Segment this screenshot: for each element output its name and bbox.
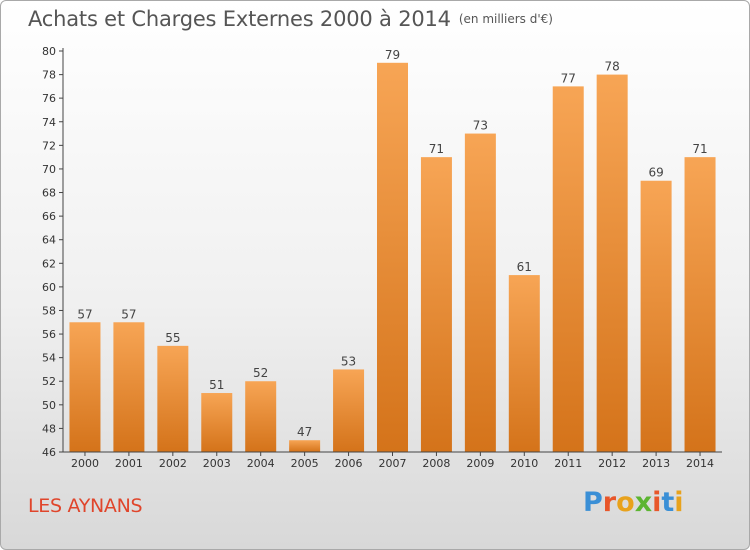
y-tick-label: 54 — [42, 352, 56, 365]
y-tick-label: 64 — [42, 234, 56, 247]
bar — [201, 393, 233, 452]
chart-title: Achats et Charges Externes 2000 à 2014 — [28, 7, 451, 31]
bar — [69, 322, 101, 452]
x-tick-label: 2006 — [335, 457, 363, 470]
logo-letter: r — [602, 487, 617, 518]
bar — [113, 322, 145, 452]
data-label: 47 — [297, 425, 312, 439]
bar — [640, 180, 672, 452]
data-label: 52 — [253, 366, 268, 380]
logo-letter: o — [616, 487, 635, 518]
x-tick-label: 2013 — [642, 457, 670, 470]
data-label: 69 — [648, 166, 663, 180]
data-label: 71 — [429, 142, 444, 156]
logo-letter: i — [674, 487, 684, 518]
data-label: 53 — [341, 354, 356, 368]
data-label: 57 — [77, 307, 92, 321]
y-tick-label: 66 — [42, 210, 56, 223]
bars-group — [69, 62, 716, 453]
bar — [333, 369, 365, 452]
y-tick-label: 52 — [42, 375, 56, 388]
x-tick-label: 2009 — [466, 457, 494, 470]
logo-letter: t — [661, 487, 675, 518]
y-tick-label: 76 — [42, 92, 56, 105]
y-tick-label: 48 — [42, 422, 56, 435]
axes-group: 46 48 50 52 54 56 58 60 62 64 66 68 70 72 74 76 78 80 2000… — [42, 45, 722, 470]
y-tick-label: 72 — [42, 139, 56, 152]
x-tick-label: 2007 — [379, 457, 407, 470]
logo-letter: i — [652, 487, 662, 518]
y-tick-label: 46 — [42, 446, 56, 459]
chart-unit-label: (en milliers d'€) — [458, 12, 553, 26]
data-label: 51 — [209, 378, 224, 392]
y-tick-label: 50 — [42, 399, 56, 412]
bar — [552, 86, 584, 452]
bar — [377, 62, 408, 452]
commune-name: LES AYNANS — [28, 495, 143, 517]
y-tick-label: 58 — [42, 304, 56, 317]
y-tick-label: 70 — [42, 163, 56, 176]
x-tick-label: 2004 — [247, 457, 275, 470]
logo-letter: x — [634, 487, 653, 518]
data-label: 61 — [517, 260, 532, 274]
data-label: 57 — [121, 307, 136, 321]
bar — [157, 345, 189, 452]
y-tick-label: 68 — [42, 187, 56, 200]
x-tick-label: 2014 — [686, 457, 714, 470]
y-tick-label: 80 — [42, 45, 56, 58]
bar — [245, 381, 277, 452]
x-tick-label: 2000 — [71, 457, 99, 470]
proxiti-logo: Proxiti — [583, 487, 684, 518]
bar — [508, 275, 540, 452]
data-label: 77 — [561, 71, 576, 85]
data-label: 78 — [605, 60, 620, 74]
x-tick-label: 2002 — [159, 457, 187, 470]
bar — [420, 157, 452, 452]
y-tick-label: 56 — [42, 328, 56, 341]
data-label: 79 — [385, 48, 400, 62]
x-tick-label: 2001 — [115, 457, 143, 470]
bar — [684, 157, 716, 452]
x-tick-label: 2011 — [554, 457, 582, 470]
y-tick-label: 78 — [42, 69, 56, 82]
bar — [596, 74, 628, 453]
data-label: 71 — [692, 142, 707, 156]
logo-letter: P — [583, 487, 603, 518]
data-label: 55 — [165, 331, 180, 345]
chart-title-block: Achats et Charges Externes 2000 à 2014 (e… — [28, 7, 553, 31]
y-tick-label: 60 — [42, 281, 56, 294]
x-tick-label: 2005 — [291, 457, 319, 470]
x-tick-label: 2010 — [510, 457, 538, 470]
bar — [464, 133, 496, 452]
y-tick-label: 74 — [42, 116, 56, 129]
data-label: 73 — [473, 119, 488, 133]
x-tick-label: 2008 — [422, 457, 450, 470]
x-tick-label: 2003 — [203, 457, 231, 470]
bar — [289, 440, 321, 452]
y-tick-label: 62 — [42, 257, 56, 270]
x-tick-label: 2012 — [598, 457, 626, 470]
